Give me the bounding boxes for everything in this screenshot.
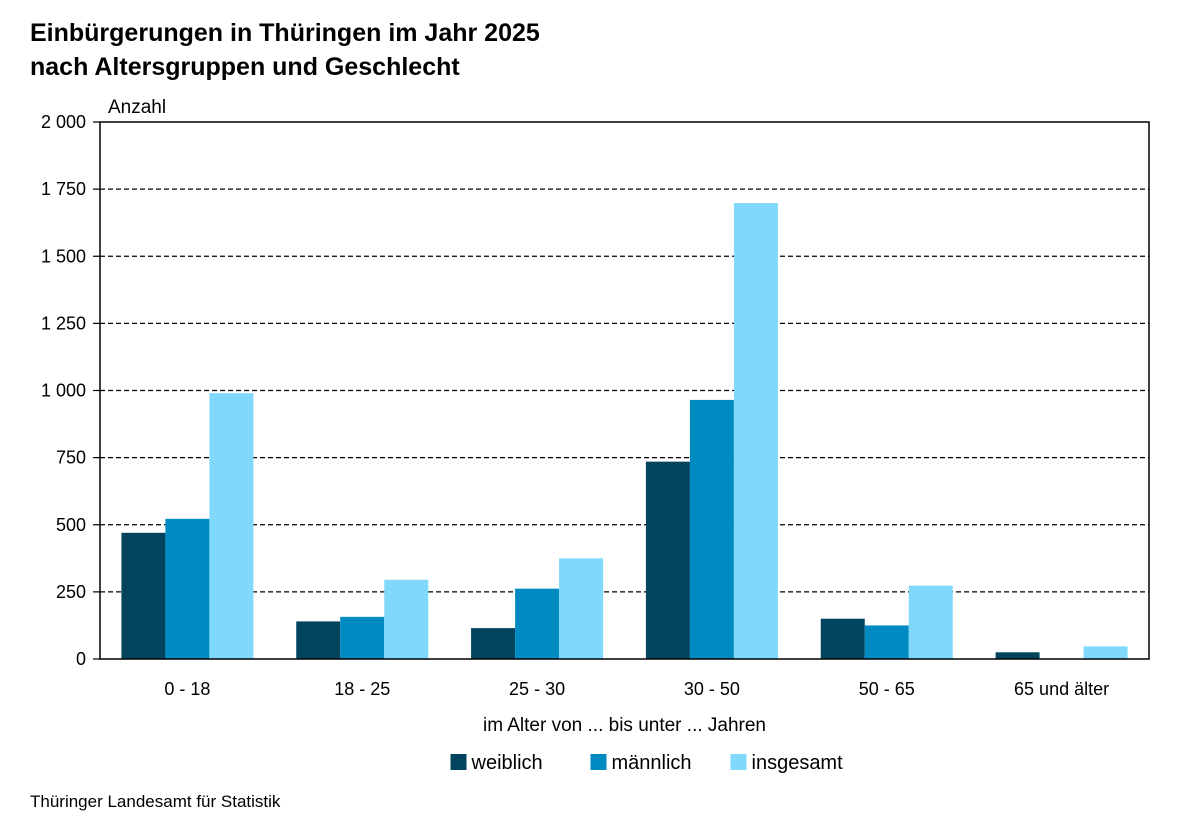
bar-weiblich (995, 652, 1040, 659)
y-tick-label: 250 (56, 582, 86, 602)
chart-title-line-2: nach Altersgruppen und Geschlecht (30, 53, 460, 81)
bar-weiblich (820, 618, 865, 659)
y-tick-label: 500 (56, 515, 86, 535)
chart-title-line-1: Einbürgerungen in Thüringen im Jahr 2025 (30, 19, 540, 47)
legend-label-weiblich: weiblich (471, 752, 543, 774)
plot-frame (99, 121, 1150, 660)
source-note: Thüringer Landesamt für Statistik (30, 792, 281, 811)
x-tick-label: 18 - 25 (334, 679, 390, 699)
x-tick-label: 65 und älter (1014, 679, 1109, 699)
y-axis-label: Anzahl (108, 97, 166, 118)
bar-insgesamt (559, 558, 604, 659)
bar-insgesamt (733, 203, 778, 659)
bar-männlich (165, 518, 210, 659)
y-tick-label: 2 000 (41, 112, 86, 132)
bars (121, 203, 1128, 659)
bar-insgesamt (209, 393, 254, 659)
y-tick-label: 1 750 (41, 179, 86, 199)
legend: weiblich männlich insgesamt (450, 752, 844, 774)
x-tick-label: 25 - 30 (509, 679, 565, 699)
bar-weiblich (296, 621, 341, 659)
bar-weiblich (121, 532, 166, 659)
bar-insgesamt (384, 579, 429, 659)
legend-swatch-weiblich (450, 754, 467, 770)
bar-insgesamt (1083, 646, 1128, 659)
legend-swatch-insgesamt (730, 754, 747, 770)
y-tick-label: 1 500 (41, 246, 86, 266)
bar-männlich (515, 588, 560, 659)
bar-insgesamt (908, 585, 953, 659)
bar-chart: 0 250 500 750 1 000 1 250 1 500 1 750 2 000 0 - … (41, 97, 1150, 774)
bar-weiblich (471, 628, 516, 659)
bar-männlich (864, 625, 909, 659)
x-tick-label: 50 - 65 (859, 679, 915, 699)
x-axis-label: im Alter von ... bis unter ... Jahren (483, 715, 766, 736)
legend-label-insgesamt: insgesamt (752, 752, 844, 774)
y-tick-label: 750 (56, 448, 86, 468)
chart-title: Einbürgerungen in Thüringen im Jahr 2025… (30, 16, 540, 84)
y-tick-label: 1 250 (41, 313, 86, 333)
legend-swatch-männlich (590, 754, 607, 770)
x-tick-label: 0 - 18 (164, 679, 210, 699)
bar-männlich (340, 616, 385, 659)
y-tick-label: 1 000 (41, 381, 86, 401)
y-tick-label: 0 (76, 649, 86, 669)
y-axis-ticks: 0 250 500 750 1 000 1 250 1 500 1 750 2 000 (41, 112, 100, 669)
x-tick-label: 30 - 50 (684, 679, 740, 699)
bar-männlich (689, 399, 734, 659)
gridlines (100, 188, 1149, 593)
x-axis-ticks: 0 - 18 18 - 25 25 - 30 30 - 50 50 - 65 65 und… (164, 679, 1109, 699)
legend-label-männlich: männlich (612, 752, 692, 774)
bar-weiblich (645, 461, 690, 659)
